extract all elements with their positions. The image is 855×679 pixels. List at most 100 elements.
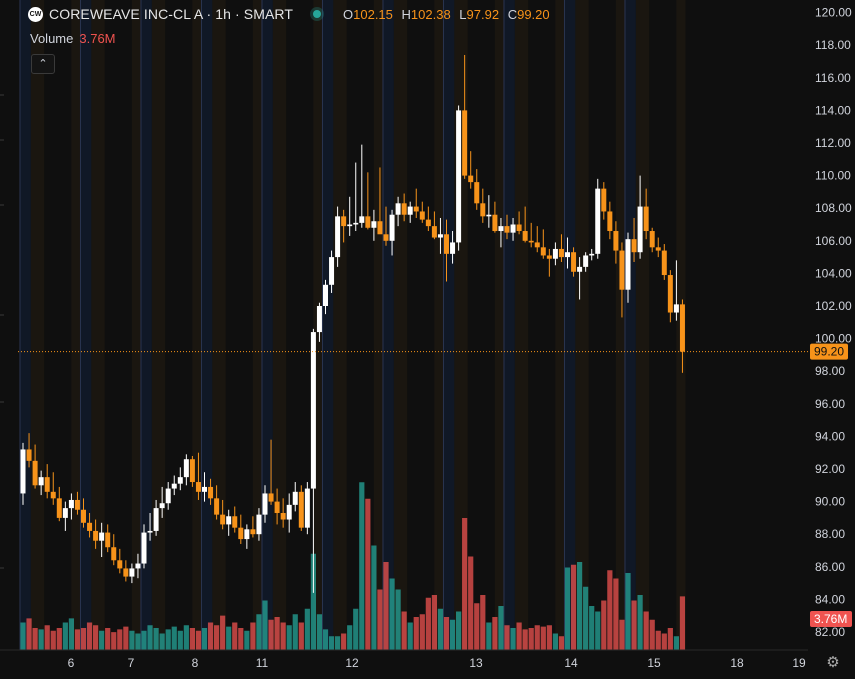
candle-body	[601, 188, 607, 212]
candle-body	[371, 221, 377, 228]
candle-body	[353, 222, 359, 225]
volume-bar	[643, 611, 649, 650]
low-key: L	[459, 6, 467, 22]
candle-body	[589, 253, 595, 256]
candle-body	[431, 226, 437, 238]
price-tick-label: 82.00	[815, 625, 845, 639]
volume-bar	[232, 622, 238, 650]
candle-body	[195, 482, 201, 492]
volume-bar	[449, 619, 456, 650]
candle-body	[256, 514, 262, 535]
overnight-band	[503, 0, 515, 650]
volume-bar	[111, 632, 117, 650]
volume-bar	[679, 596, 686, 650]
candle-body	[625, 239, 631, 290]
volume-bar	[498, 606, 504, 650]
candle-body	[510, 224, 516, 233]
candle-body	[74, 499, 80, 510]
volume-bar	[522, 629, 528, 650]
volume-bar	[425, 597, 431, 650]
candle-body	[310, 332, 316, 489]
volume-bar	[262, 600, 268, 650]
candle-body	[250, 529, 256, 535]
time-tick-label: 15	[647, 656, 661, 670]
chevron-up-icon: ⌃	[38, 58, 48, 70]
premarket-band	[212, 0, 226, 650]
high-value: 102.38	[410, 6, 451, 22]
volume-bar	[20, 622, 26, 650]
volume-bar	[492, 617, 498, 650]
candle-body	[171, 483, 177, 489]
volume-bar	[595, 611, 601, 650]
candle-body	[673, 304, 679, 313]
candle-body	[365, 216, 371, 228]
candle-body	[232, 516, 238, 528]
candle-body	[268, 493, 274, 502]
candle-body	[661, 250, 667, 276]
volume-bar	[546, 625, 552, 650]
time-tick-label: 8	[192, 656, 199, 670]
chart-header: CW COREWEAVE INC-CL A · 1h · SMART O102.…	[28, 5, 555, 23]
price-tick-label: 108.00	[815, 201, 852, 215]
candle-body	[123, 568, 129, 577]
symbol-title[interactable]: COREWEAVE INC-CL A · 1h · SMART	[49, 6, 293, 22]
last-price-badge	[810, 343, 848, 360]
volume-bar	[347, 625, 353, 650]
volume-bar	[577, 562, 583, 650]
candle-body	[262, 493, 268, 515]
candle-body	[105, 532, 111, 548]
volume-legend[interactable]: Volume 3.76M	[30, 31, 116, 46]
volume-bar	[631, 600, 637, 650]
candle-body	[341, 216, 347, 227]
candle-body	[637, 206, 643, 253]
candle-body	[425, 219, 431, 227]
candle-body	[68, 499, 74, 509]
afterhours-band	[252, 0, 262, 650]
volume-bar	[123, 626, 129, 650]
candle-body	[129, 568, 135, 577]
candle-body	[407, 206, 413, 215]
volume-bar	[655, 630, 661, 650]
candle-body	[655, 247, 661, 251]
volume-bar	[474, 603, 480, 650]
volume-bar	[335, 636, 341, 650]
candle-body	[619, 250, 625, 290]
volume-bar	[38, 629, 44, 650]
candle-body	[516, 224, 522, 232]
price-tick-label: 96.00	[815, 397, 845, 411]
price-tick-label: 106.00	[815, 234, 852, 248]
time-tick-label: 19	[792, 656, 806, 670]
volume-bar	[401, 611, 407, 650]
volume-bar	[226, 626, 232, 650]
gear-icon[interactable]: ⚙	[826, 654, 840, 671]
time-tick-label: 13	[469, 656, 483, 670]
candle-body	[323, 284, 328, 306]
volume-bar	[44, 625, 50, 650]
volume-bar	[99, 630, 105, 650]
candle-body	[679, 304, 685, 352]
volume-bar	[56, 628, 62, 650]
candle-body	[329, 257, 335, 285]
candle-body	[214, 498, 220, 515]
candle-body	[117, 560, 123, 569]
volume-bar	[540, 626, 546, 650]
candle-body	[141, 532, 147, 564]
ohlc-readout: O102.15 H102.38 L97.92 C99.20	[343, 7, 555, 22]
overnight-band	[564, 0, 576, 650]
premarket-band	[393, 0, 408, 650]
candle-body	[87, 522, 93, 531]
candle-body	[202, 486, 207, 492]
volume-bar	[165, 629, 171, 650]
low-value: 97.92	[466, 6, 500, 22]
price-axis: 82.00 84.00 86.00 88.00 90.00 92.00 94.00 96.00…	[808, 0, 855, 679]
candle-body	[468, 175, 474, 183]
candle-body	[38, 477, 44, 486]
candle-body	[135, 563, 141, 569]
candle-body	[480, 203, 486, 217]
candle-body	[486, 214, 492, 217]
volume-bar	[510, 628, 516, 650]
candle-body	[456, 110, 462, 243]
time-tick-label: 11	[256, 656, 269, 670]
collapse-legend-button[interactable]: ⌃	[31, 54, 55, 74]
volume-bar	[274, 617, 280, 650]
